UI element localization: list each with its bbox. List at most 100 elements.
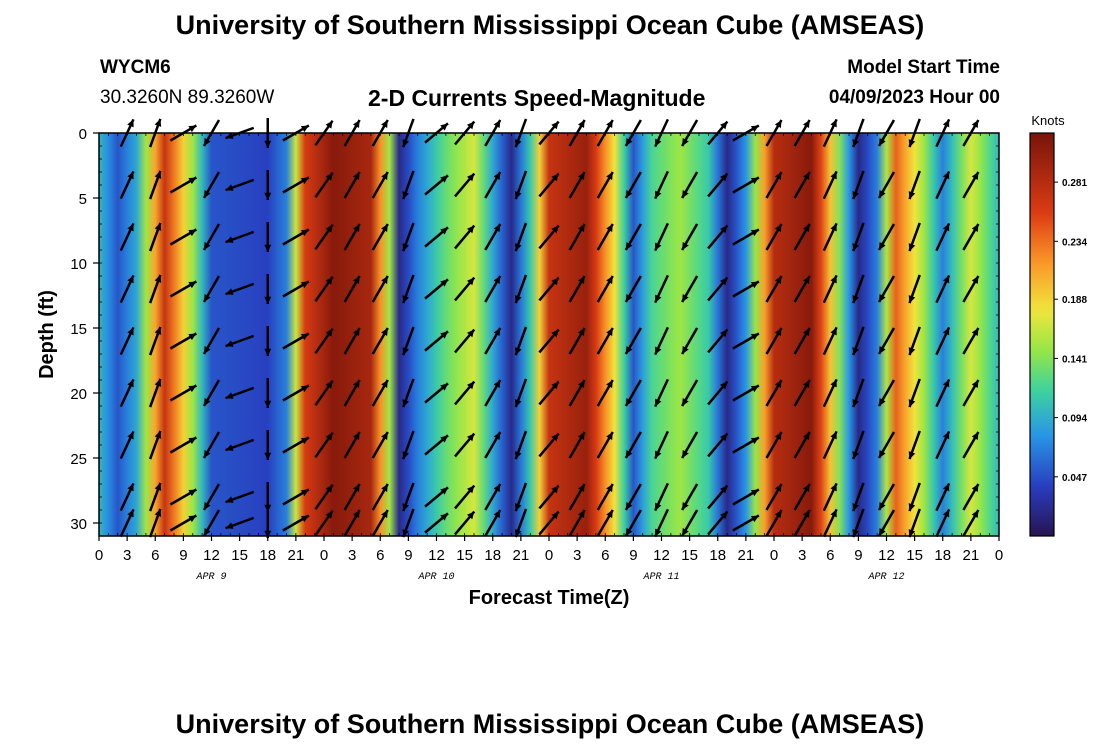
current-vector [402, 482, 415, 512]
current-vector [282, 332, 310, 350]
current-vector [654, 274, 669, 304]
current-vector [343, 171, 361, 199]
current-vector [793, 327, 811, 355]
current-vector [681, 171, 699, 199]
current-vector [538, 380, 560, 406]
current-vector [484, 275, 502, 303]
current-vector [624, 275, 642, 303]
current-vector [538, 510, 560, 536]
current-vector [169, 176, 197, 194]
current-vector [793, 379, 811, 407]
x-tick-label: 15 [906, 547, 923, 564]
x-tick-label: 9 [629, 547, 637, 564]
current-vector [654, 508, 669, 538]
current-vector [852, 274, 865, 304]
y-tick-label: 15 [70, 321, 87, 338]
current-vector [908, 170, 921, 200]
current-vector [314, 431, 334, 459]
x-tick-label: 15 [231, 547, 248, 564]
current-vector [822, 274, 838, 304]
x-tick-label: 18 [484, 547, 501, 564]
current-vector [908, 274, 921, 304]
current-vector [793, 509, 811, 537]
current-vector [264, 274, 272, 304]
current-vector [264, 430, 272, 460]
colorbar [1029, 132, 1055, 537]
current-vector [119, 508, 135, 538]
current-vector [282, 384, 310, 402]
x-tick-label: 0 [320, 547, 328, 564]
colorbar-tick-label: 0.141 [1062, 354, 1087, 365]
current-vector [148, 430, 162, 460]
current-vector [877, 483, 896, 511]
y-tick-label: 20 [70, 386, 87, 403]
current-vector [371, 223, 389, 251]
current-vector [707, 510, 729, 536]
current-vector [962, 171, 980, 199]
current-vector [962, 431, 980, 459]
current-vector [654, 378, 669, 408]
x-tick-label: 12 [428, 547, 445, 564]
current-vector [225, 334, 255, 348]
x-tick-label: 21 [963, 547, 980, 564]
current-vector [402, 326, 415, 356]
current-vector [822, 430, 838, 460]
speed-heatmap [99, 133, 999, 536]
current-vector [424, 434, 449, 456]
current-vector [148, 326, 162, 356]
current-vector [681, 223, 699, 251]
current-vector [424, 174, 449, 196]
current-vector [148, 378, 162, 408]
current-vector [264, 378, 272, 408]
current-vector [568, 275, 586, 303]
x-tick-label: 18 [259, 547, 276, 564]
current-vector [119, 274, 135, 304]
page-title: University of Southern Mississippi Ocean… [175, 10, 925, 40]
current-vector [822, 508, 838, 538]
current-vector [402, 378, 415, 408]
current-vector [681, 327, 699, 355]
x-tick-label: 21 [513, 547, 530, 564]
x-tick-label: 3 [123, 547, 131, 564]
current-vector [908, 482, 921, 512]
current-vector [732, 280, 760, 298]
current-vector [654, 482, 669, 512]
current-vector [225, 438, 255, 452]
colorbar-tick-label: 0.281 [1062, 178, 1087, 189]
current-vector [484, 223, 502, 251]
footer-title: University of Southern Mississippi Ocean… [175, 709, 925, 739]
current-vector [732, 436, 760, 454]
current-vector [202, 431, 221, 459]
station-coordinates: 30.3260N 89.3260W [100, 87, 275, 108]
current-vector [454, 510, 476, 536]
current-vector [282, 228, 310, 246]
current-vector [454, 224, 476, 250]
current-vector [538, 172, 560, 198]
current-vector [314, 327, 334, 355]
x-tick-label: 21 [288, 547, 305, 564]
current-vector [877, 171, 896, 199]
current-vector [707, 328, 729, 354]
current-vector [282, 280, 310, 298]
current-vector [707, 172, 729, 198]
current-vector [454, 276, 476, 302]
date-label: APR 12 [867, 572, 904, 583]
x-tick-label: 9 [854, 547, 862, 564]
current-vector [202, 171, 221, 199]
x-tick-label: 18 [709, 547, 726, 564]
current-vector [314, 275, 334, 303]
x-tick-label: 3 [348, 547, 356, 564]
current-vector [793, 483, 811, 511]
x-tick-label: 15 [456, 547, 473, 564]
x-tick-label: 0 [545, 547, 553, 564]
current-vector [908, 222, 921, 252]
current-vector [282, 176, 310, 194]
current-vector [852, 508, 865, 538]
current-vector [484, 327, 502, 355]
current-vector [654, 326, 669, 356]
current-vector [169, 514, 197, 532]
x-tick-label: 0 [95, 547, 103, 564]
current-vector [908, 508, 921, 538]
current-vector [624, 431, 642, 459]
current-vector [514, 170, 528, 200]
